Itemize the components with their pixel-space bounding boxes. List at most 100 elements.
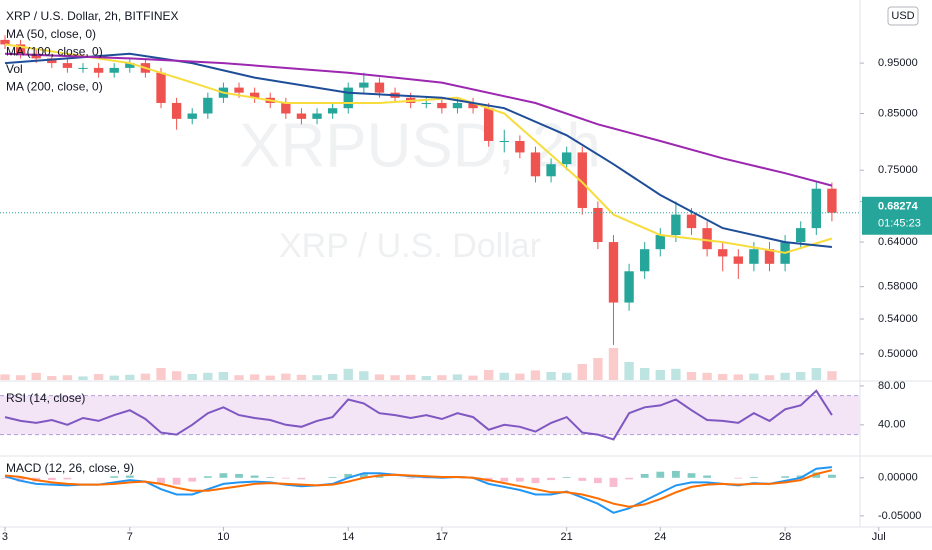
candle-body [125,63,135,68]
candle-body [171,102,182,119]
candle-body [0,39,10,45]
volume-bar [47,376,57,380]
volume-bar [203,372,213,380]
volume-bar [593,358,603,380]
macd-histogram-bar [828,474,836,478]
candle-body [624,271,634,303]
volume-bar [655,370,665,380]
macd-line [4,469,833,508]
macd-histogram-bar [188,477,197,482]
candle-body [483,108,494,141]
volume-bar [281,373,291,380]
candle-body [764,249,775,264]
candle-body [156,72,166,103]
candle-body [187,113,197,119]
macd-histogram-bar [671,470,680,478]
candle-body [47,58,57,64]
candle-body [249,92,260,98]
volume-bar [31,372,41,380]
macd-histogram-bar [203,476,212,478]
y-tick-label: -0.05000 [878,510,921,522]
candle-body [468,102,478,109]
currency-badge [887,6,919,26]
x-tick-label: 3 [2,531,8,543]
macd-histogram-bar [297,477,306,480]
volume-bar [452,374,463,380]
candle-body [281,102,291,114]
volume-bar [546,372,556,380]
macd-histogram-bar [328,477,337,478]
macd-histogram-bar [593,477,602,484]
macd-histogram-bar [110,476,119,478]
volume-bar [374,374,385,380]
y-tick-label: 0.75000 [878,164,918,176]
volume-bar [359,371,369,380]
macd-histogram-bar [578,477,587,481]
macd-histogram-bar [422,477,431,479]
candle-body [62,63,73,68]
volume-bar [234,375,244,380]
candle-body [593,207,603,243]
volume-bar [780,372,790,380]
macd-histogram-bar [281,477,290,479]
volume-bar [187,374,197,380]
candle-body [608,242,619,303]
candle-body [499,140,509,142]
macd-histogram-bar [16,477,25,482]
candle-body [515,140,525,153]
x-tick-label: 24 [654,531,666,543]
volume-bar [796,372,806,380]
volume-bar [265,375,275,380]
macd-histogram-bar [219,473,228,478]
volume-bar [218,372,229,380]
y-tick-label: 0.00000 [878,472,918,484]
panel-title: RSI (14, close) [6,391,85,405]
volume-bar [702,372,712,380]
x-tick-label: 14 [342,531,354,543]
candle-body [15,44,26,54]
volume-bar [0,374,10,380]
volume-bar [93,374,104,380]
y-tick-label: 0.50000 [878,348,918,360]
volume-bar [62,375,73,380]
macd-histogram-bar [375,475,384,478]
macd-histogram-bar [640,473,649,478]
legend-entry: MA (100, close, 0) [6,45,103,59]
macd-histogram-bar [235,473,243,478]
x-tick-label: Jul [872,531,886,543]
volume-bar [109,375,119,380]
x-tick-label: 28 [779,531,791,543]
volume-bar [483,370,494,380]
candle-body [702,228,712,250]
moving-average-line [4,52,833,248]
volume-bar [296,374,307,380]
y-tick-label: 80.00 [878,380,906,392]
candle-body [343,87,353,109]
volume-bar [171,371,182,380]
macd-histogram-bar [125,475,134,478]
volume-bar [140,373,151,380]
volume-bar [15,375,26,380]
rsi-line [4,389,833,441]
y-tick-label: 0.95000 [878,57,918,69]
x-tick-label: 7 [127,531,133,543]
volume-bar [499,372,509,380]
volume-bar [468,375,478,380]
candle-body [546,164,556,177]
macd-histogram-bar [734,477,743,479]
macd-histogram-bar [812,472,821,478]
candle-body [78,67,88,69]
candle-body [437,102,447,109]
candle-body [109,67,119,73]
volume-bar [577,364,587,380]
legend-entry: MA (200, close, 0) [6,80,103,94]
macd-histogram-bar [781,476,790,478]
volume-bar [327,374,338,380]
volume-bar [390,375,400,380]
candle-body [577,152,587,208]
volume-bar [312,375,322,380]
volume-bar [78,376,88,380]
volume-bar [421,376,431,380]
